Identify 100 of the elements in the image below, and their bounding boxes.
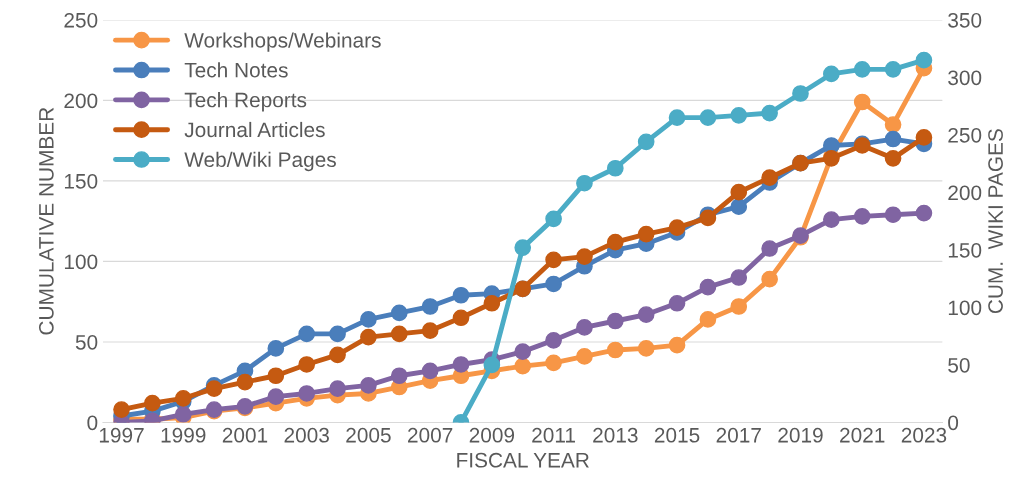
point	[545, 251, 562, 269]
point	[915, 204, 933, 222]
point	[699, 311, 717, 328]
point	[514, 343, 532, 360]
point	[298, 356, 316, 373]
point	[236, 373, 254, 391]
point	[360, 328, 377, 346]
x-tick-label: 2007	[408, 427, 453, 443]
point	[360, 377, 377, 394]
point	[452, 356, 470, 373]
point	[360, 311, 377, 328]
x-tick-label: 2013	[593, 427, 638, 443]
point	[853, 93, 871, 111]
x-tick-label: 2009	[469, 427, 515, 443]
y2-axis-title: CUM. WIKI PAGES	[988, 129, 1003, 314]
point	[390, 367, 408, 385]
y-tick-label: 50	[75, 334, 98, 350]
y-tick-label: 0	[87, 415, 98, 431]
y2-tick-label: 100	[948, 300, 982, 316]
point	[545, 275, 562, 293]
point	[884, 130, 902, 148]
point	[730, 298, 748, 315]
legend-label: Tech Notes	[184, 62, 288, 78]
point	[823, 211, 840, 228]
x-tick-label: 1999	[161, 427, 206, 443]
point	[730, 198, 748, 216]
point	[174, 389, 192, 407]
point	[545, 210, 562, 228]
point	[761, 169, 778, 187]
x-tick-label: 2023	[901, 427, 947, 443]
y-tick-label: 200	[64, 93, 98, 109]
y2-tick-label: 250	[948, 127, 982, 143]
point	[884, 116, 902, 133]
y-axis-title: CUMULATIVE NUMBER	[38, 107, 54, 335]
point	[823, 65, 840, 83]
point	[452, 286, 470, 304]
point	[915, 129, 933, 146]
point	[637, 133, 655, 151]
legend-label: Workshops/Webinars	[184, 32, 381, 52]
point	[884, 206, 902, 224]
x-tick-label: 2003	[284, 427, 329, 443]
point	[421, 298, 439, 315]
x-axis-title: FISCAL YEAR	[457, 452, 589, 468]
point	[606, 312, 624, 330]
point	[761, 270, 778, 288]
y2-tick-label: 300	[948, 70, 982, 86]
point	[144, 394, 161, 412]
y2-tick-label: 200	[948, 185, 982, 201]
point	[545, 331, 562, 349]
point	[853, 208, 871, 225]
legend-label: Tech Reports	[184, 92, 307, 112]
point	[637, 225, 655, 243]
point	[761, 240, 778, 257]
point	[668, 294, 686, 312]
point	[576, 174, 593, 192]
point	[576, 348, 593, 365]
point	[637, 340, 655, 357]
point	[421, 322, 439, 339]
point	[514, 239, 532, 256]
point	[390, 304, 408, 322]
point	[915, 51, 933, 69]
point	[390, 325, 408, 343]
point	[884, 150, 902, 167]
point	[730, 183, 748, 201]
legend-label: Web/Wiki Pages	[184, 151, 336, 172]
point	[576, 248, 593, 265]
point	[637, 306, 655, 323]
point	[884, 61, 902, 78]
point	[329, 380, 346, 397]
x-tick-label: 1997	[99, 427, 144, 443]
x-tick-label: 2001	[222, 427, 268, 443]
x-tick-label: 2021	[840, 427, 885, 443]
y2-tick-label: 150	[948, 242, 982, 258]
point	[606, 341, 624, 359]
y2-tick-label: 50	[948, 357, 970, 373]
point	[699, 278, 717, 296]
x-tick-label: 2019	[778, 427, 823, 443]
point	[514, 357, 532, 375]
point	[452, 309, 470, 327]
point	[853, 61, 871, 78]
point	[329, 325, 346, 343]
point	[668, 219, 686, 236]
point	[730, 269, 748, 286]
x-tick-label: 2011	[532, 427, 575, 443]
point	[267, 340, 285, 357]
x-tick-label: 2015	[654, 427, 700, 443]
point	[699, 109, 717, 126]
point	[113, 401, 130, 418]
point	[483, 294, 501, 312]
x-tick-label: 2017	[716, 427, 761, 443]
y-tick-label: 100	[64, 254, 98, 270]
x-tick-label: 2005	[346, 427, 391, 443]
point	[298, 325, 316, 343]
y2-tick-label: 350	[948, 12, 982, 28]
point	[668, 336, 686, 354]
point	[267, 388, 285, 406]
y2-tick-label: 0	[948, 415, 959, 431]
point	[545, 354, 562, 372]
point	[298, 385, 316, 402]
point	[329, 346, 346, 364]
